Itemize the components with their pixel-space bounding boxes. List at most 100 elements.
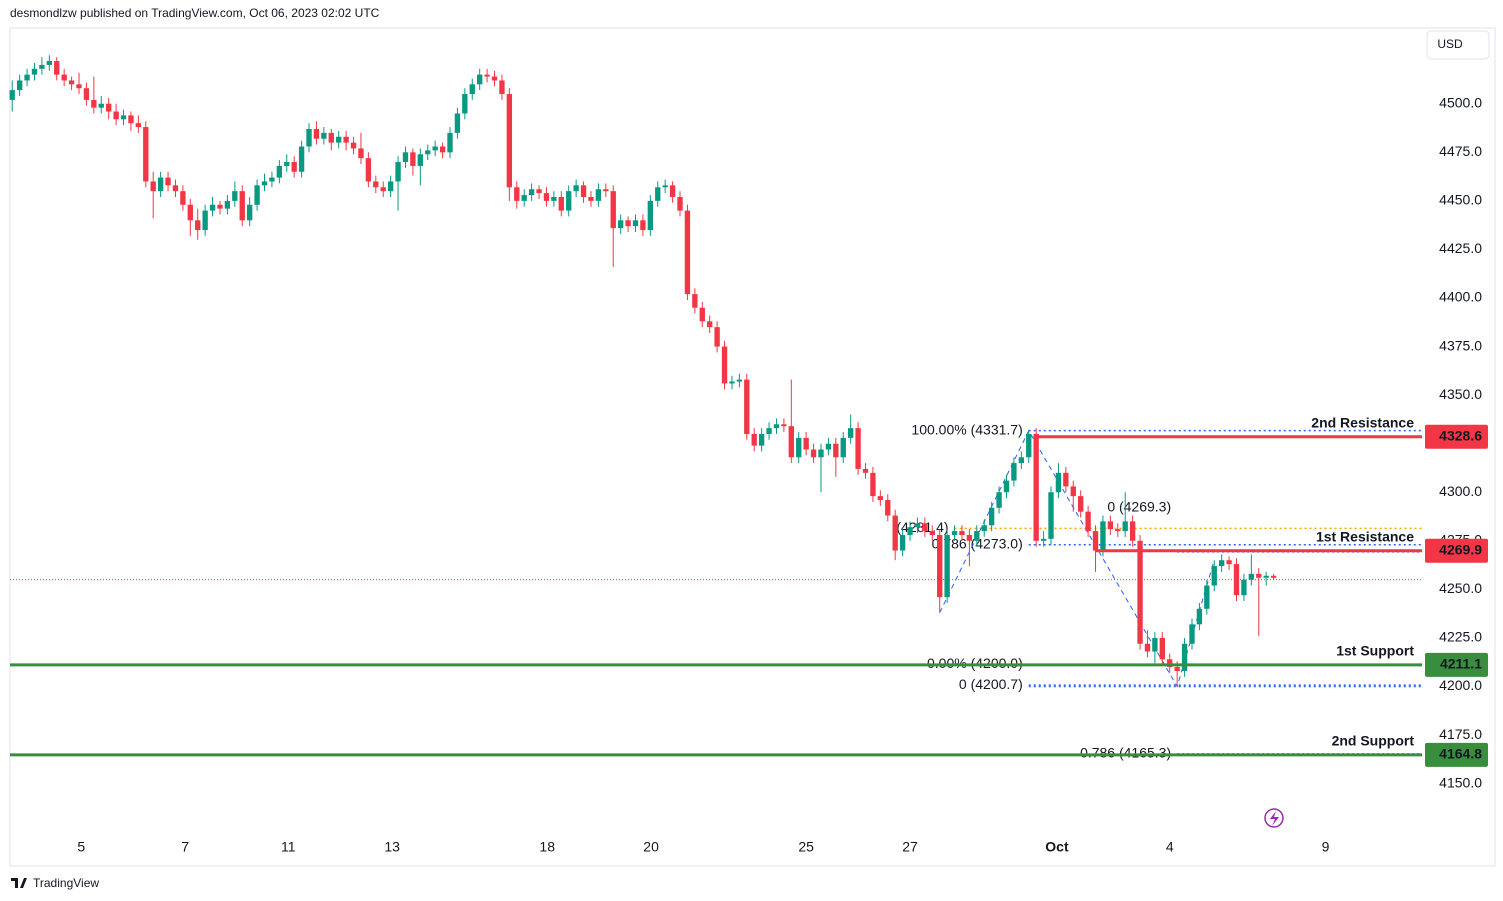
candle-body [9, 90, 15, 100]
candle-body [128, 115, 134, 124]
candle-body [914, 523, 921, 528]
candle-body [640, 220, 646, 231]
candle-body [1256, 573, 1262, 578]
candle-body [246, 204, 253, 221]
level-price-box [1425, 538, 1488, 563]
y-tick-label: 4150.0 [1439, 774, 1482, 790]
plot-area: 4150.04175.04200.04225.04250.04275.04300… [9, 55, 1482, 855]
candle-body [803, 437, 809, 450]
candle-body [655, 187, 661, 201]
candle-body [24, 74, 30, 81]
level-name: 1st Resistance [1316, 528, 1414, 544]
candle-body [617, 220, 624, 229]
candle-body [1048, 492, 1054, 539]
candle-body [1040, 538, 1047, 541]
candle-body [929, 531, 935, 535]
candle-body [810, 449, 817, 458]
y-tick-label: 4375.0 [1439, 337, 1482, 353]
candle-body [677, 196, 683, 211]
candle-body [1263, 575, 1269, 578]
candle-body [373, 181, 379, 188]
candle-body [254, 185, 260, 205]
candle-body [944, 534, 950, 598]
candle-body [1159, 637, 1165, 660]
candle-body [781, 424, 787, 427]
candle-body [907, 527, 913, 535]
fib-level-label: 0 (4200.7) [959, 676, 1023, 692]
y-tick-label: 4225.0 [1439, 629, 1482, 645]
candle-body [966, 534, 973, 541]
candle-body [402, 152, 409, 163]
candle-body [788, 426, 794, 458]
candle-body [477, 74, 483, 85]
candle-body [1070, 486, 1076, 497]
footer: TradingView [33, 876, 99, 890]
candle-body [1174, 667, 1180, 671]
candle-body [1055, 472, 1062, 493]
candle-body [1011, 463, 1017, 481]
candle-body [410, 152, 416, 166]
candle-body [625, 220, 631, 227]
candle-body [491, 76, 498, 81]
candle-body [499, 80, 505, 95]
events-icon-bolt [1270, 811, 1279, 826]
candle-body [974, 531, 980, 541]
candle-body [551, 196, 557, 201]
candle-body [172, 185, 179, 192]
currency-button[interactable] [1426, 30, 1490, 60]
candle-body [825, 443, 832, 450]
candle-body [1100, 521, 1106, 551]
candle-body [1026, 433, 1032, 458]
candle-body [818, 449, 824, 458]
candle-body [773, 424, 780, 429]
candle-body [588, 196, 594, 201]
currency: USD [1437, 37, 1463, 51]
candle-body [195, 220, 201, 231]
candle-body [395, 162, 401, 182]
candle-body [870, 472, 876, 497]
candle-body [202, 210, 208, 231]
candle-body [1144, 643, 1151, 652]
candle-body [951, 531, 958, 535]
level-price: 4211.1 [1440, 656, 1482, 672]
candle-body [1018, 457, 1024, 464]
candle-body [1226, 560, 1232, 565]
fib-level-label: 0.00% (4200.0) [927, 655, 1023, 671]
candle-body [328, 132, 334, 143]
y-tick-label: 4300.0 [1439, 483, 1482, 499]
candle-body [350, 142, 357, 149]
candle-body [1233, 564, 1240, 596]
candle-body [224, 200, 231, 209]
candle-body [454, 113, 461, 133]
candle-body [684, 210, 691, 295]
level-name: 2nd Resistance [1311, 414, 1414, 430]
candle-body [528, 189, 535, 196]
candle-body [439, 146, 446, 153]
candle-body [68, 80, 75, 85]
candle-body [336, 136, 342, 143]
candle-body [321, 132, 327, 139]
x-tick-label: 9 [1322, 839, 1330, 855]
candle-body [417, 154, 423, 166]
candle-body [313, 129, 320, 139]
candle-body [736, 379, 743, 382]
candle-body [1218, 560, 1225, 567]
candle-body [165, 177, 171, 186]
candle-body [120, 115, 127, 120]
candle-body [847, 428, 854, 438]
candle-body [543, 193, 550, 201]
level-name: 2nd Support [1332, 733, 1415, 749]
y-tick-label: 4250.0 [1439, 580, 1482, 596]
level-price-box [1425, 652, 1488, 677]
candle-body [744, 379, 750, 434]
y-tick-label: 4200.0 [1439, 677, 1482, 693]
candle-body [61, 74, 67, 81]
candle-body [462, 94, 468, 114]
candle-body [833, 443, 839, 458]
candle-body [16, 80, 23, 91]
y-tick-label: 4475.0 [1439, 143, 1482, 159]
candle-body [157, 177, 164, 192]
candle-body [855, 428, 861, 469]
candle-body [988, 507, 995, 526]
events-icon[interactable] [1264, 808, 1284, 828]
